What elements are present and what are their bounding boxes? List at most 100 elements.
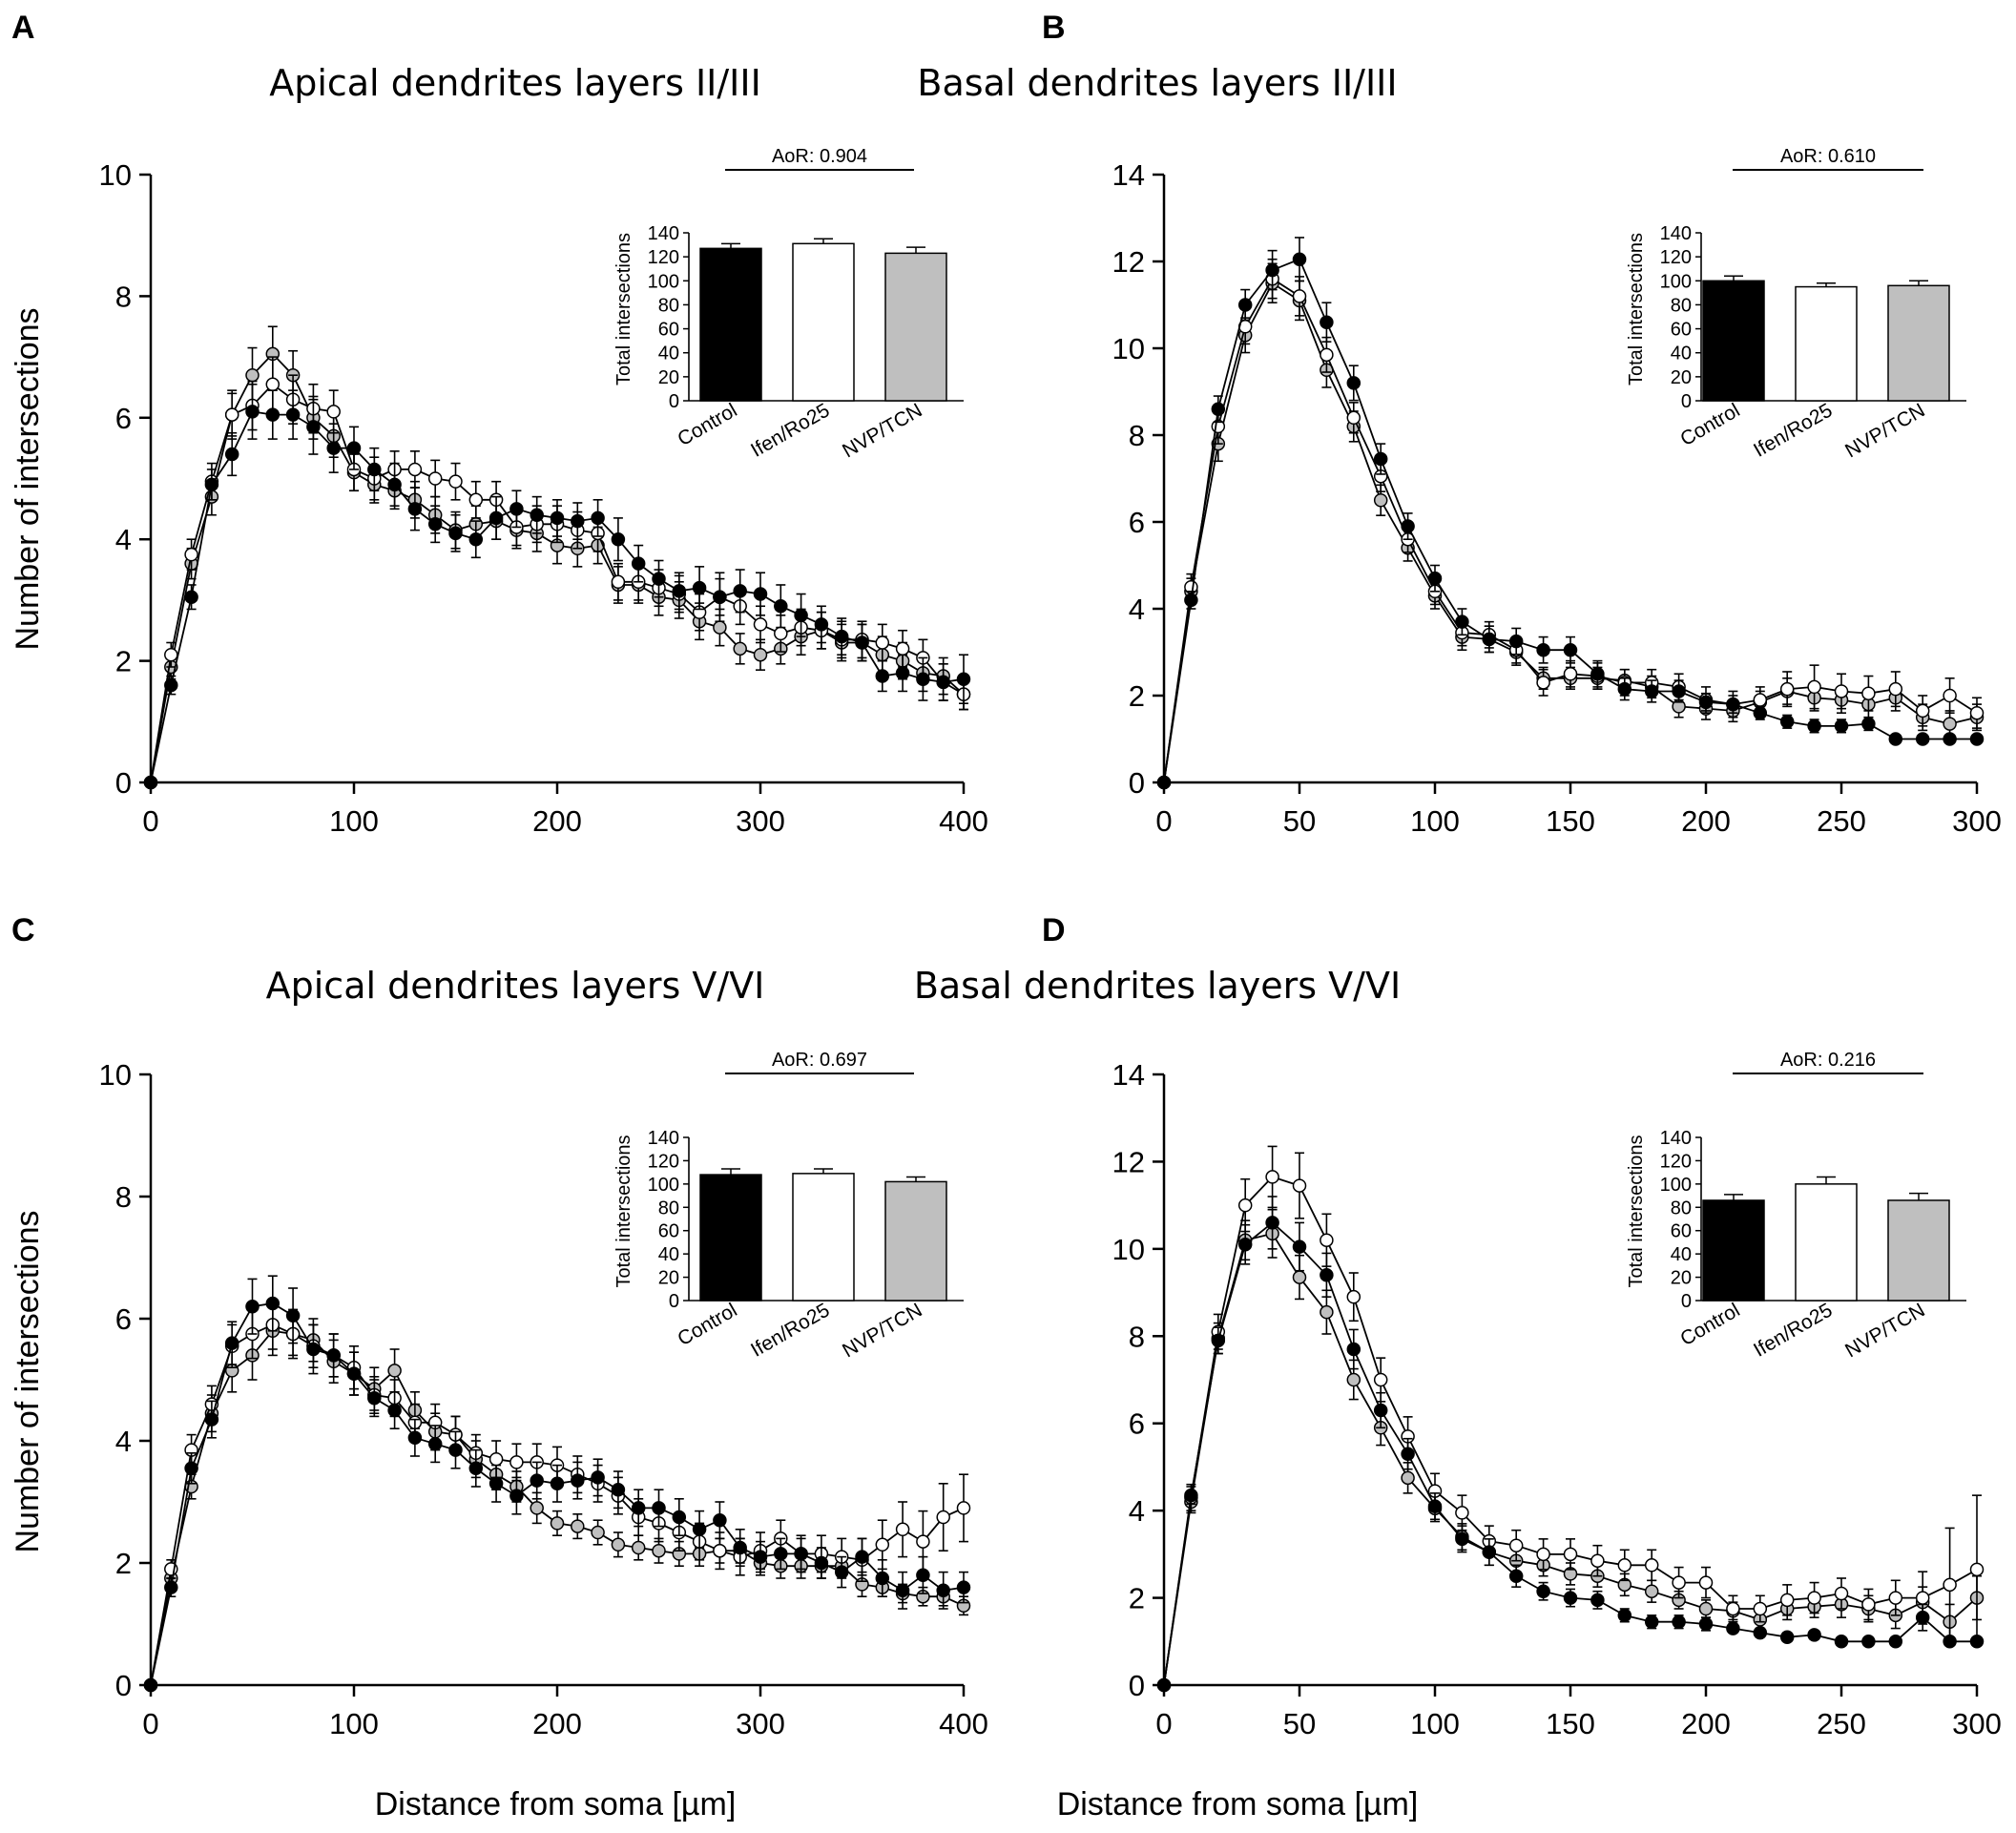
data-point [1779,1593,1795,1608]
data-point [164,1580,178,1594]
data-point [1753,693,1768,707]
data-point [1779,681,1795,697]
data-point [1943,732,1957,746]
inset-y-tick-label: 100 [1660,271,1692,292]
data-point [692,580,707,595]
data-point [1184,1488,1198,1503]
data-point [1346,1372,1361,1387]
series-ifen-ro25 [1156,1145,1985,1693]
data-point [1346,1289,1361,1304]
data-point [814,1555,829,1571]
x-tick-label: 300 [736,1707,785,1740]
data-point [1590,1553,1605,1568]
data-point [1563,642,1578,657]
data-point [1346,1342,1361,1357]
y-tick-label: 4 [115,523,132,556]
inset-y-tick-label: 40 [658,1244,679,1265]
data-point [591,1470,605,1485]
data-point [224,407,239,422]
data-point [468,492,484,508]
data-point [834,629,849,644]
data-point [1373,1372,1388,1387]
panel-d-inset-ylabel: Total intersections [1626,1135,1647,1287]
y-tick-label: 0 [115,1669,132,1702]
data-point [652,572,666,586]
data-point [1590,1593,1605,1608]
inset-y-tick-label: 140 [1660,223,1692,244]
x-tick-label: 100 [1410,804,1460,838]
data-point [427,1436,443,1451]
inset-y-tick-label: 0 [669,391,679,412]
data-point [611,574,626,590]
y-tick-label: 4 [115,1425,132,1458]
inset-y-tick-label: 80 [1671,1198,1692,1219]
data-point [1563,1591,1578,1605]
y-tick-label: 10 [1112,1233,1145,1266]
data-point [1943,688,1957,703]
data-point [143,1677,158,1693]
inset-y-tick-label: 20 [658,367,679,388]
inset-bar [1702,1199,1765,1302]
data-point [1969,705,1985,720]
data-point [1292,1270,1307,1284]
data-point [1915,1591,1930,1605]
data-point [1373,1403,1388,1418]
data-point [1726,697,1740,712]
y-tick-label: 2 [115,645,132,678]
inset-y-tick-label: 100 [1660,1175,1692,1196]
data-point [1156,1677,1172,1693]
panel-a-aor-label: AoR: 0.904 [772,146,867,167]
data-point [224,1336,239,1350]
x-tick-label: 0 [1155,804,1172,838]
inset-y-tick-label: 140 [648,1128,679,1149]
data-point [550,510,565,526]
x-tick-label: 400 [939,1707,988,1740]
data-point [1292,252,1307,266]
inset-y-tick-label: 40 [1671,344,1692,365]
data-point [1779,715,1795,729]
inset-bar [699,247,762,402]
data-point [875,635,890,650]
inset-bar [1887,284,1950,402]
x-tick-label: 200 [532,1707,582,1740]
data-point [1401,1470,1415,1486]
data-point [306,1342,321,1357]
data-point [591,510,605,526]
data-point [936,675,950,690]
data-point [855,1550,869,1564]
data-point [407,502,423,516]
data-point [1508,634,1524,649]
data-point [1672,1575,1686,1590]
data-point [895,641,910,656]
data-point [774,1547,788,1561]
inset-y-tick-label: 80 [658,1198,679,1219]
data-point [1672,684,1686,698]
inset-y-tick-label: 120 [1660,247,1692,268]
y-tick-label: 6 [1129,1407,1145,1441]
data-point [346,441,362,455]
data-point [611,531,626,547]
data-point [1346,410,1361,426]
data-point [875,669,890,683]
y-tick-label: 14 [1112,158,1145,192]
data-point [387,1364,402,1378]
y-tick-label: 6 [115,402,132,435]
data-point [204,1412,219,1427]
data-point [1861,1597,1876,1612]
data-point [1779,1630,1795,1644]
inset-bar [699,1174,762,1302]
data-point [956,672,971,686]
data-point [448,526,463,541]
data-point [713,620,727,635]
data-point [1211,402,1226,416]
inset-y-tick-label: 40 [1671,1244,1692,1265]
x-tick-label: 400 [939,804,988,838]
y-tick-label: 0 [115,766,132,800]
data-point [265,407,281,422]
data-point [1807,1628,1821,1642]
data-point [306,420,321,434]
panel-d-title: Basal dendrites layers V/VI [914,965,1401,1007]
data-point [326,405,341,419]
data-point [1211,1333,1226,1348]
